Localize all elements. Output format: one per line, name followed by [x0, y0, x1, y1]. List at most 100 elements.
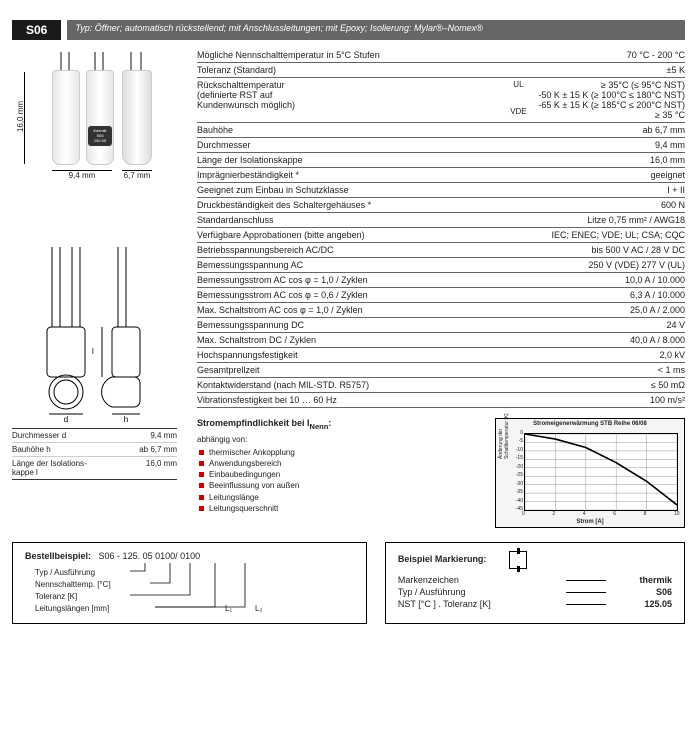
spec-mid: UL VDE	[498, 80, 538, 116]
svg-text:l: l	[92, 347, 94, 356]
chart: Stromeigenerwärmung STB Reihe 06/08 Ände…	[495, 418, 685, 528]
spec-row: Vibrationsfestigkeit bei 10 … 60 Hz100 m…	[197, 393, 685, 408]
spec-value: bis 500 V AC / 28 V DC	[591, 245, 685, 255]
spec-value: 24 V	[666, 320, 685, 330]
spec-label: Geeignet zum Einbau in Schutzklasse	[197, 185, 667, 195]
strom-row: Stromempfindlichkeit bei INenn: abhängig…	[197, 418, 685, 528]
dim-height: 16,0 mm	[24, 72, 25, 164]
spec-label: Bemessungsspannung DC	[197, 320, 666, 330]
svg-text:d: d	[64, 415, 68, 422]
chart-xtick: 2	[552, 511, 555, 517]
marking-line	[566, 580, 606, 581]
spec-label: Bemessungsspannung AC	[197, 260, 588, 270]
marking-rows: Markenzeichen thermik Typ / Ausführung S06 N…	[398, 575, 672, 609]
dim-label: Länge der Isolations- kappe l	[12, 459, 132, 477]
marking-value: 125.05	[612, 599, 672, 609]
marking-row: Typ / Ausführung S06	[398, 587, 672, 597]
spec-row: Betriebsspannungsbereich AC/DCbis 500 V …	[197, 243, 685, 258]
brand-logo-icon	[509, 551, 527, 569]
dim-value: ab 6,7 mm	[132, 445, 177, 454]
chart-ytick: -35	[516, 489, 523, 495]
spec-row: Imprägnierbeständigkeit *geeignet	[197, 168, 685, 183]
spec-row: Kontaktwiderstand (nach MIL-STD. R5757)≤…	[197, 378, 685, 393]
spec-value: 10,0 A / 10.000	[625, 275, 685, 285]
spec-value: 600 N	[661, 200, 685, 210]
marking-row: NST [°C ] . Toleranz [K] 125.05	[398, 599, 672, 609]
marking-label: NST [°C ] . Toleranz [K]	[398, 599, 560, 609]
spec-label: Durchmesser	[197, 140, 655, 150]
marking-line	[566, 592, 606, 593]
main-row: thermik S06 150.05 16,0 mm 9,4 mm 6,7 mm	[12, 48, 685, 528]
spec-value: 250 V (VDE) 277 V (UL)	[588, 260, 685, 270]
dim-label: Durchmesser d	[12, 431, 132, 440]
spec-value: 100 m/s²	[650, 395, 685, 405]
table-row: Durchmesser d 9,4 mm	[12, 429, 177, 443]
spec-row: StandardanschlussLitze 0,75 mm² / AWG18	[197, 213, 685, 228]
spec-value: 70 °C - 200 °C	[627, 50, 685, 60]
spec-value: 25,0 A / 2.000	[630, 305, 685, 315]
chart-ytick: -5	[519, 438, 523, 444]
product-label: thermik S06 150.05	[88, 126, 112, 146]
spec-label: Verfügbare Approbationen (bitte angeben)	[197, 230, 551, 240]
spec-label: Max. Schaltstrom AC cos φ = 1,0 / Zyklen	[197, 305, 630, 315]
chart-xtick: 6	[613, 511, 616, 517]
spec-row: Verfügbare Approbationen (bitte angeben)…	[197, 228, 685, 243]
chart-xtick: 0	[522, 511, 525, 517]
list-item: Leitungslänge	[199, 492, 485, 503]
spec-row: Bemessungsstrom AC cos φ = 1,0 / Zyklen1…	[197, 273, 685, 288]
strom-title: Stromempfindlichkeit bei INenn:	[197, 418, 485, 431]
list-item: Anwendungsbereich	[199, 458, 485, 469]
marking-value: S06	[612, 587, 672, 597]
spec-label: Imprägnierbeständigkeit *	[197, 170, 650, 180]
spec-label: Bemessungsstrom AC cos φ = 1,0 / Zyklen	[197, 275, 625, 285]
dim-width-2: 6,7 mm	[122, 170, 152, 180]
spec-row: Hochspannungsfestigkeit2,0 kV	[197, 348, 685, 363]
spec-label: Standardanschluss	[197, 215, 587, 225]
chart-xtick: 8	[644, 511, 647, 517]
spec-value: ≥ 35°C (≤ 95°C NST) -50 K ± 15 K (≥ 100°…	[538, 80, 685, 120]
spec-label: Mögliche Nennschalttemperatur in 5°C Stu…	[197, 50, 627, 60]
marking-title: Beispiel Markierung:	[398, 554, 487, 564]
table-row: Länge der Isolations- kappe l 16,0 mm	[12, 457, 177, 479]
chart-xtick: 10	[674, 511, 680, 517]
spec-value: 40,0 A / 8.000	[630, 335, 685, 345]
chart-xtick: 4	[583, 511, 586, 517]
spec-row: Bemessungsspannung DC24 V	[197, 318, 685, 333]
product-badge: S06	[12, 20, 61, 40]
spec-row: Druckbeständigkeit des Schaltergehäuses …	[197, 198, 685, 213]
marking-label: Markenzeichen	[398, 575, 560, 585]
spec-label: Max. Schaltstrom DC / Zyklen	[197, 335, 630, 345]
chart-title: Stromeigenerwärmung STB Reihe 06/08	[496, 419, 684, 429]
order-title: Bestellbeispiel:	[25, 551, 91, 561]
bottom-row: Bestellbeispiel: S06 - 125. 05 0100/ 010…	[12, 542, 685, 624]
chart-ylabel: Änderung der Schalttemperatur [K]	[498, 413, 510, 459]
spec-row: Toleranz (Standard)±5 K	[197, 63, 685, 78]
spec-value: ±5 K	[667, 65, 685, 75]
strom-list: thermischer AnkopplungAnwendungsbereichE…	[197, 447, 485, 514]
chart-area: 0-5-10-15-20-25-30-35-40-450246810	[524, 433, 678, 511]
spec-row: Bauhöheab 6,7 mm	[197, 123, 685, 138]
header: S06 Typ: Öffner; automatisch rückstellen…	[12, 20, 685, 40]
table-row: Bauhöhe h ab 6,7 mm	[12, 443, 177, 457]
marking-value: thermik	[612, 575, 672, 585]
list-item: Beeinflussung von außen	[199, 480, 485, 491]
marking-label: Typ / Ausführung	[398, 587, 560, 597]
dimensions-table: Durchmesser d 9,4 mm Bauhöhe h ab 6,7 mm…	[12, 428, 177, 480]
spec-value: geeignet	[650, 170, 685, 180]
chart-ytick: 0	[520, 430, 523, 436]
order-example-box: Bestellbeispiel: S06 - 125. 05 0100/ 010…	[12, 542, 367, 624]
bracket-lines	[25, 563, 285, 623]
dim-label: Bauhöhe h	[12, 445, 132, 454]
spec-label: Druckbeständigkeit des Schaltergehäuses …	[197, 200, 661, 210]
spec-label: Rückschalttemperatur (definierte RST auf…	[197, 80, 498, 110]
spec-value: Litze 0,75 mm² / AWG18	[587, 215, 685, 225]
spec-label: Bemessungsstrom AC cos φ = 0,6 / Zyklen	[197, 290, 630, 300]
spec-row: Rückschalttemperatur (definierte RST auf…	[197, 78, 685, 123]
spec-label: Gesamtprellzeit	[197, 365, 658, 375]
spec-row: Bemessungsspannung AC250 V (VDE) 277 V (…	[197, 258, 685, 273]
chart-ytick: -10	[516, 447, 523, 453]
spec-value: 9,4 mm	[655, 140, 685, 150]
spec-row: Gesamtprellzeit< 1 ms	[197, 363, 685, 378]
marking-row: Markenzeichen thermik	[398, 575, 672, 585]
order-code: S06 - 125. 05 0100/ 0100	[99, 551, 201, 561]
